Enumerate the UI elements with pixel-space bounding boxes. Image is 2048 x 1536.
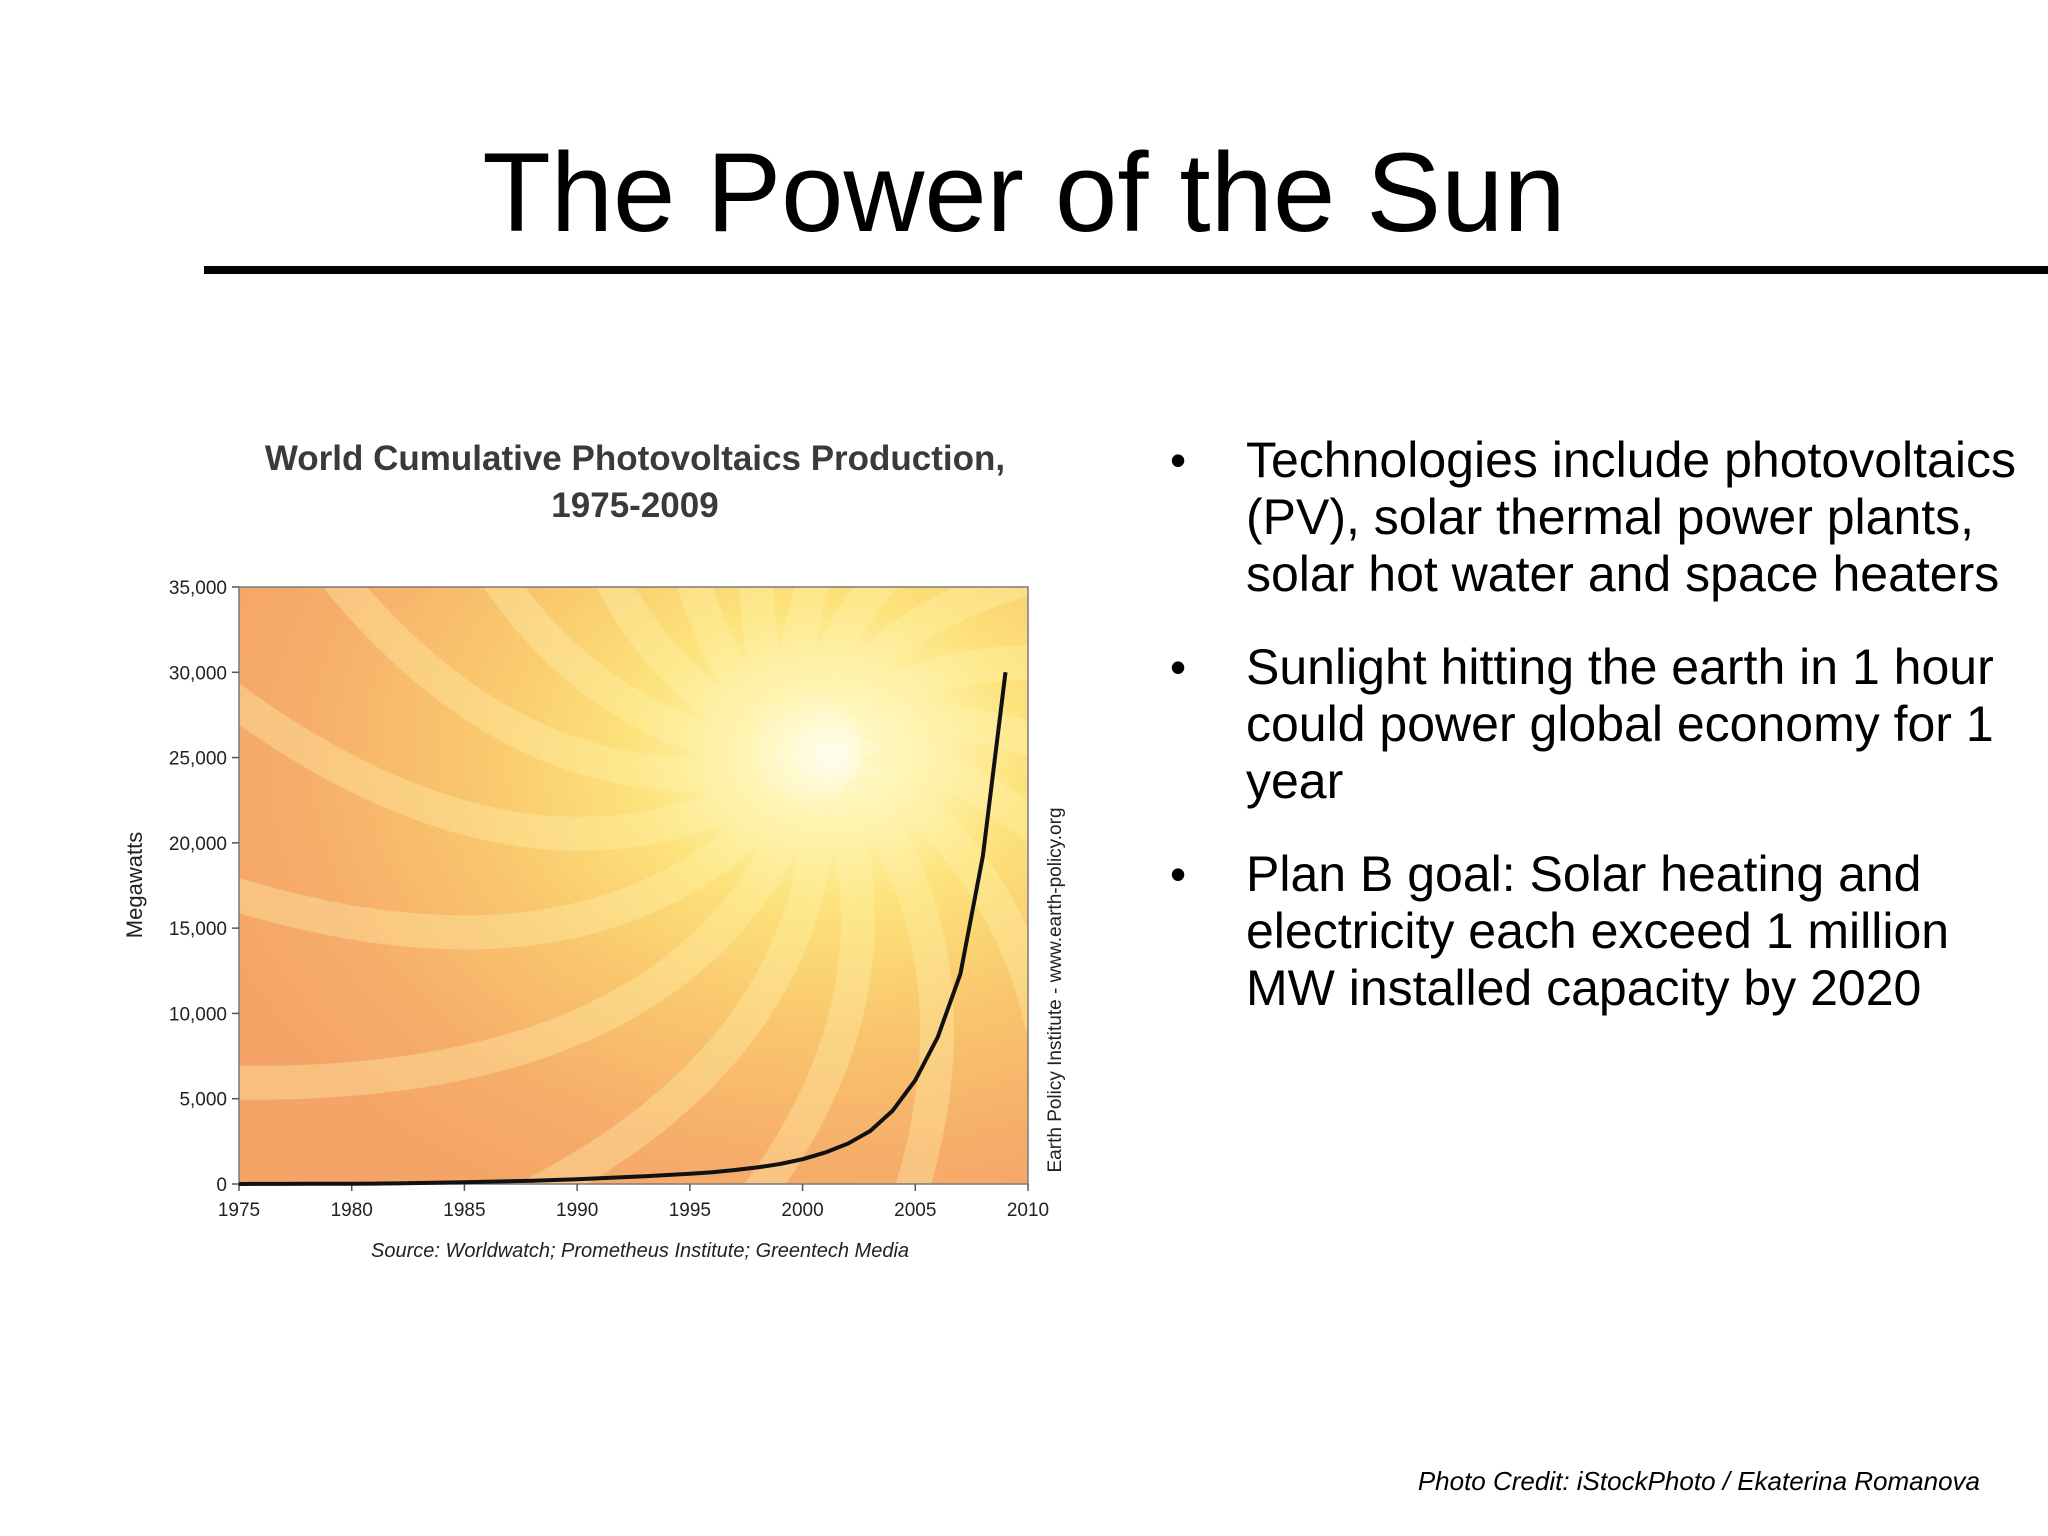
chart-title-years: 1975-2009 (551, 486, 718, 525)
sun-ray (239, 800, 812, 1100)
x-tick-label: 1985 (443, 1200, 485, 1221)
sun-ray (855, 755, 1028, 1040)
earth-policy-note: Earth Policy Institute - www.earth-polic… (1045, 807, 1066, 1172)
slide-title: The Power of the Sun (482, 130, 1566, 255)
sun-ray (744, 791, 875, 1184)
x-axis: 1975 1980 1985 1990 1995 2000 2005 2010 (218, 1184, 1049, 1221)
x-tick-label: 2005 (894, 1200, 936, 1221)
title-divider (204, 266, 2048, 274)
bullet-text: Plan B goal: Solar heating and electrici… (1246, 846, 1950, 1016)
chart-title: World Cumulative Photovoltaics Productio… (265, 439, 1005, 478)
sun-ray (239, 791, 790, 950)
photo-credit: Photo Credit: iStockPhoto / Ekaterina Ro… (1417, 1466, 1980, 1496)
x-tick-label: 2010 (1007, 1200, 1049, 1221)
sun-ray (860, 731, 1028, 845)
x-tick-label: 1995 (669, 1200, 711, 1221)
y-tick-label: 20,000 (169, 834, 227, 855)
sun-ray (596, 587, 759, 742)
plot-background (239, 587, 1028, 1184)
sun-ray (843, 776, 955, 1184)
y-tick-label: 0 (216, 1175, 227, 1196)
bullet-list: • Technologies include photovoltaics (PV)… (1160, 432, 2020, 1053)
source-note: Source: Worldwatch; Prometheus Institute… (371, 1240, 909, 1262)
sun-ray (825, 587, 1028, 705)
y-tick-label: 35,000 (169, 578, 227, 599)
sun-ray (802, 587, 899, 697)
sun-ray (516, 800, 837, 1184)
sun-ray (677, 587, 771, 721)
y-axis: 0 5,000 10,000 15,000 20,000 25,000 30,000 35,0… (169, 578, 239, 1196)
y-tick-label: 30,000 (169, 663, 227, 684)
sun-ray (739, 587, 790, 705)
y-tick-label: 15,000 (169, 919, 227, 940)
bullet-text: Technologies include photovoltaics (PV),… (1246, 432, 2016, 602)
plot-frame (238, 586, 1029, 1185)
pv-production-chart: World Cumulative Photovoltaics Productio… (100, 420, 1120, 1280)
bullet-dot: • (1170, 434, 1187, 486)
bullet-dot: • (1170, 641, 1187, 693)
bullet-item: • Sunlight hitting the earth in 1 hour co… (1160, 639, 2020, 810)
x-tick-label: 1990 (556, 1200, 598, 1221)
bullet-item: • Plan B goal: Solar heating and electric… (1160, 846, 2020, 1017)
sun-swirl-decoration (239, 587, 1028, 1184)
sun-ray (322, 587, 759, 792)
bullet-text: Sunlight hitting the earth in 1 hour cou… (1246, 639, 1994, 809)
chart-svg: World Cumulative Photovoltaics Productio… (122, 439, 1066, 1262)
sun-ray (855, 704, 1028, 757)
x-tick-label: 1980 (331, 1200, 373, 1221)
sun-ray (777, 587, 831, 697)
y-tick-label: 10,000 (169, 1004, 227, 1025)
bullet-item: • Technologies include photovoltaics (PV)… (1160, 432, 2020, 603)
x-tick-label: 1975 (218, 1200, 260, 1221)
series-line (238, 672, 1008, 1186)
y-axis-label: Megawatts (122, 832, 147, 938)
x-tick-label: 2000 (781, 1200, 823, 1221)
sun-ray (483, 587, 755, 766)
y-tick-label: 5,000 (179, 1090, 227, 1111)
sun-ray (239, 682, 771, 851)
sun-ray (843, 645, 1028, 721)
y-tick-label: 25,000 (169, 749, 227, 770)
bullet-dot: • (1170, 848, 1187, 900)
